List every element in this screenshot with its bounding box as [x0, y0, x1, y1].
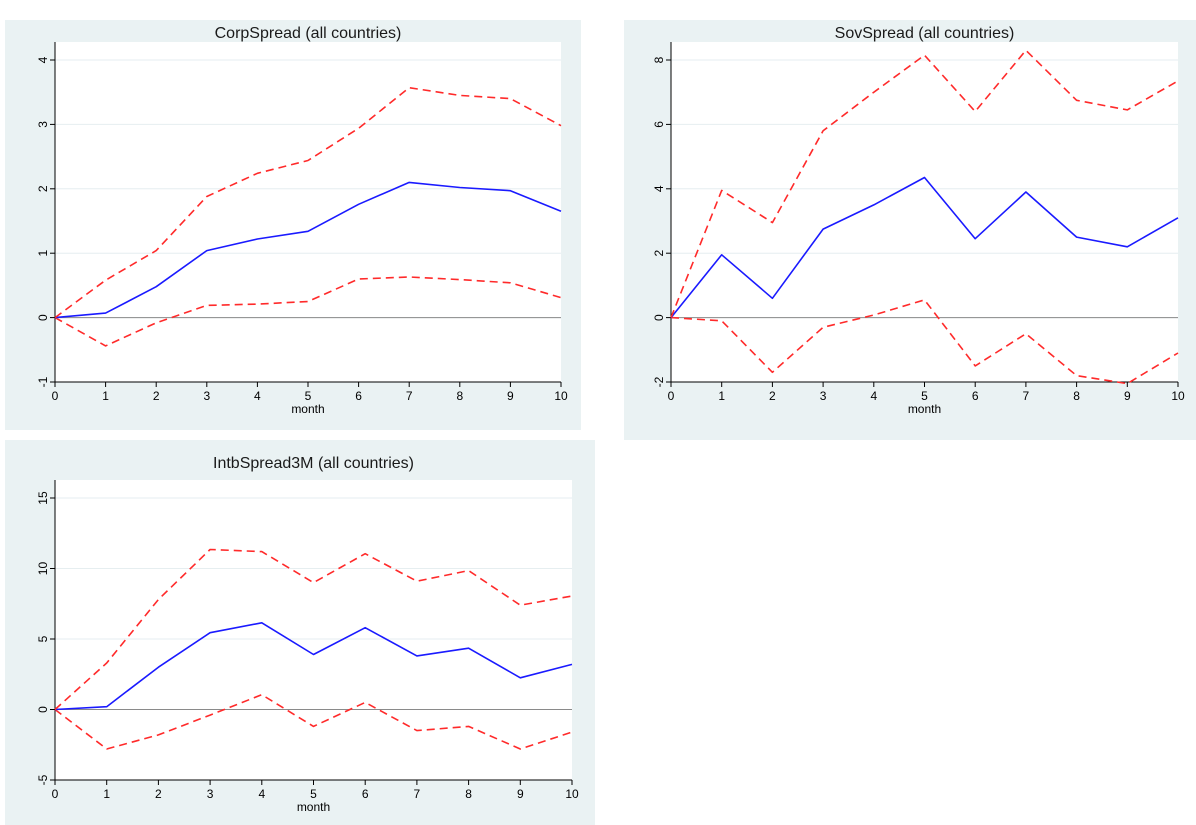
corpspread-xtick-label: 9	[507, 389, 514, 403]
corpspread-xtick-label: 3	[203, 389, 210, 403]
sovspread-ytick-label: -2	[652, 376, 666, 387]
sovspread-ytick-label: 4	[652, 185, 666, 192]
corpspread-xtick-label: 4	[254, 389, 261, 403]
sovspread-ytick-label: 8	[652, 56, 666, 63]
intbspread3m-plot-area	[55, 480, 572, 780]
intbspread3m-ytick-label: 15	[36, 491, 50, 505]
intbspread3m-xtick-label: 10	[565, 787, 579, 801]
sovspread-series-lower-band-line	[670, 299, 1179, 385]
sovspread-xtick-label: 4	[870, 389, 877, 403]
chart-panel-corpspread: CorpSpread (all countries) -1 0 1 2 3 4 0 1 2 3 4 5 6…	[5, 20, 581, 430]
corpspread-xtick-label: 7	[406, 389, 413, 403]
corpspread-ytick-label: -1	[36, 376, 50, 387]
intbspread3m-xtick-label: 7	[414, 787, 421, 801]
sovspread-ytick-label: 2	[652, 250, 666, 257]
intbspread3m-xtick-label: 8	[465, 787, 472, 801]
sovspread-xtick-label: 1	[718, 389, 725, 403]
sovspread-title: SovSpread (all countries)	[835, 25, 1015, 42]
sovspread-xtick-label: 8	[1073, 389, 1080, 403]
corpspread-ytick-label: 1	[36, 250, 50, 257]
chart-panel-intbspread3m: IntbSpread3M (all countries) -5 0 5 10 15 0 1 2 3…	[5, 440, 595, 825]
corpspread-xtick-label: 0	[52, 389, 59, 403]
corpspread-xtick-label: 1	[102, 389, 109, 403]
corpspread-series-upper-band-line	[54, 86, 562, 319]
sovspread-ytick-label: 0	[652, 314, 666, 321]
sovspread-series-estimate-line	[670, 176, 1179, 319]
intbspread3m-xtick-label: 2	[155, 787, 162, 801]
corpspread-plot-area	[55, 42, 561, 382]
corpspread-title: CorpSpread (all countries)	[215, 25, 402, 42]
corpspread-xtick-label: 10	[554, 389, 568, 403]
intbspread3m-xtick-label: 9	[517, 787, 524, 801]
chart-panel-sovspread: SovSpread (all countries) -2 0 2 4 6 8 0 1 2 3 4 5 6 7…	[624, 20, 1196, 440]
intbspread3m-series-upper-band-line	[54, 548, 573, 711]
corpspread-xtick-label: 6	[355, 389, 362, 403]
sovspread-xtick-label: 6	[972, 389, 979, 403]
corpspread-series-lower-band-line	[54, 276, 562, 347]
sovspread-ytick-label: 6	[652, 121, 666, 128]
sovspread-xtick-label: 7	[1023, 389, 1030, 403]
sovspread-series-upper-band-line	[670, 49, 1179, 318]
intbspread3m-xtick-label: 5	[310, 787, 317, 801]
corpspread-ytick-label: 3	[36, 121, 50, 128]
corpspread-series-estimate-line	[54, 181, 562, 319]
corpspread-xtick-label: 8	[456, 389, 463, 403]
corpspread-ytick-label: 0	[36, 314, 50, 321]
sovspread-xtick-label: 2	[769, 389, 776, 403]
intbspread3m-ytick-label: -5	[36, 774, 50, 785]
intbspread3m-ytick-label: 0	[36, 706, 50, 713]
intbspread3m-series-estimate-line	[54, 622, 573, 711]
corpspread-xtick-label: 5	[305, 389, 312, 403]
intbspread3m-xtick-label: 1	[103, 787, 110, 801]
sovspread-plot-area	[671, 42, 1178, 382]
sovspread-xtick-label: 5	[921, 389, 928, 403]
intbspread3m-xtick-label: 4	[258, 787, 265, 801]
intbspread3m-xlabel: month	[297, 800, 330, 814]
intbspread3m-title: IntbSpread3M (all countries)	[213, 455, 414, 472]
corpspread-ytick-label: 2	[36, 185, 50, 192]
sovspread-xtick-label: 0	[668, 389, 675, 403]
corpspread-xtick-label: 2	[153, 389, 160, 403]
intbspread3m-ytick-label: 10	[36, 562, 50, 576]
corpspread-ytick-label: 4	[36, 56, 50, 63]
sovspread-xtick-label: 3	[820, 389, 827, 403]
sovspread-xtick-label: 10	[1171, 389, 1185, 403]
sovspread-xtick-label: 9	[1124, 389, 1131, 403]
intbspread3m-xtick-label: 6	[362, 787, 369, 801]
intbspread3m-ytick-label: 5	[36, 635, 50, 642]
corpspread-xlabel: month	[291, 402, 324, 416]
intbspread3m-series-lower-band-line	[54, 693, 573, 750]
intbspread3m-xtick-label: 3	[207, 787, 214, 801]
intbspread3m-xtick-label: 0	[52, 787, 59, 801]
sovspread-xlabel: month	[908, 402, 941, 416]
